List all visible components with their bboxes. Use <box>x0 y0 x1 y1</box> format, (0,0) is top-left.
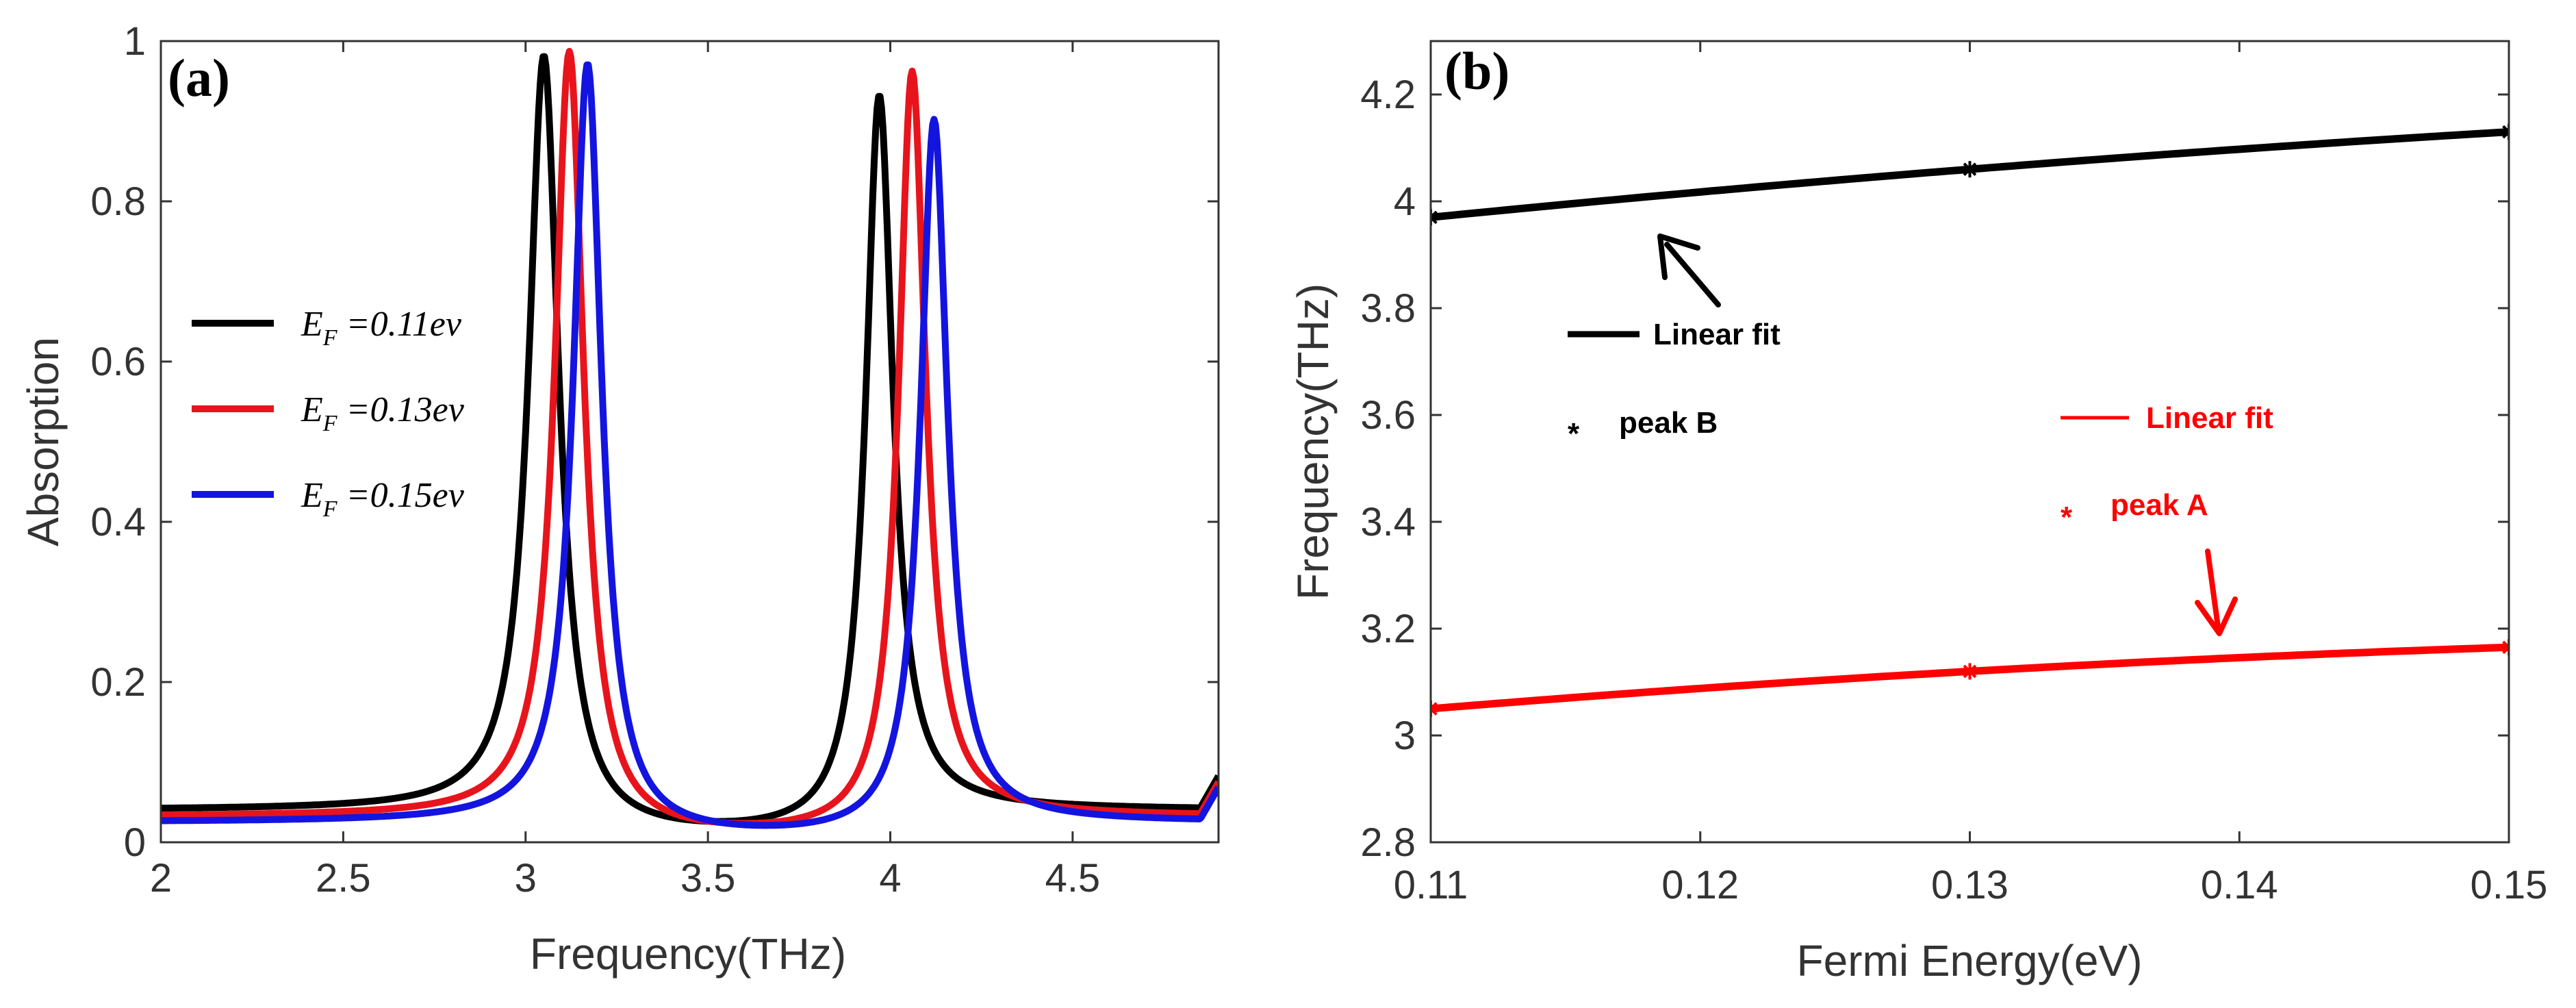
panel-a-legend: EF =0.11ev EF =0.13ev EF =0.15ev <box>192 305 465 522</box>
b-xtick-label-3: 0.14 <box>2201 863 2278 907</box>
b-ytick-label-0: 2.8 <box>1360 820 1416 865</box>
panel-b-lines <box>1431 123 2509 717</box>
a-ytick-label-5: 1 <box>124 19 146 64</box>
b-ytick-label-7: 4.2 <box>1360 73 1416 117</box>
b-xtick-label-1: 0.12 <box>1661 863 1739 907</box>
red-fit-label: Linear fit <box>2146 401 2273 435</box>
b-ytick-label-4: 3.6 <box>1360 393 1416 438</box>
b-series-1-marker-2 <box>2501 639 2509 656</box>
b-ytick-label-2: 3.2 <box>1360 607 1416 651</box>
legend-value-1: =0.13ev <box>337 390 465 429</box>
legend-entry-0: EF =0.11ev <box>192 305 462 351</box>
legend-value-0: =0.11ev <box>337 305 462 344</box>
panel-b-y-axis-label: Frequency(THz) <box>1288 284 1338 600</box>
panel-b-x-ticks: 0.11 0.12 0.13 0.14 0.15 <box>1394 41 2548 907</box>
red-marker-label: peak A <box>2110 488 2208 522</box>
black-fit-label: Linear fit <box>1653 318 1781 351</box>
legend-symbol-2: E <box>301 476 323 515</box>
panel-a-y-axis-label: Absorption <box>18 337 68 546</box>
b-xtick-label-0: 0.11 <box>1394 863 1468 907</box>
panel-a: 2 2.5 3 3.5 4 4.5 0 0.2 0.4 0.6 0.8 1 Frequency(TH… <box>18 19 1220 979</box>
a-ytick-label-0: 0 <box>124 820 146 865</box>
svg-text:EF =0.13ev: EF =0.13ev <box>301 390 465 436</box>
black-marker-symbol: * <box>1568 417 1580 451</box>
panel-a-y-ticks: 0 0.2 0.4 0.6 0.8 1 <box>90 19 1219 865</box>
panel-a-plot-area <box>161 41 1219 842</box>
a-ytick-label-3: 0.6 <box>90 340 146 384</box>
a-ytick-label-4: 0.8 <box>90 179 146 224</box>
b-series-0-marker-0 <box>1431 209 1439 226</box>
legend-symbol-0: E <box>301 305 323 344</box>
b-xtick-label-2: 0.13 <box>1931 863 2008 907</box>
panel-b-x-axis-label: Fermi Energy(eV) <box>1797 936 2143 985</box>
a-xtick-label-0: 2 <box>150 856 172 900</box>
b-series-0-marker-1 <box>1961 161 1978 178</box>
svg-text:EF =0.15ev: EF =0.15ev <box>301 476 465 522</box>
legend-entry-2: EF =0.15ev <box>192 476 465 522</box>
panel-b-label: (b) <box>1444 41 1509 101</box>
b-series-0-marker-2 <box>2501 123 2509 140</box>
legend-entry-1: EF =0.13ev <box>192 390 465 436</box>
a-xtick-label-5: 4.5 <box>1045 856 1101 900</box>
a-ytick-label-2: 0.4 <box>90 500 146 544</box>
legend-subscript-0: F <box>322 325 338 351</box>
b-ytick-label-1: 3 <box>1394 714 1416 758</box>
panel-a-axes-box <box>160 40 1220 844</box>
panel-a-x-axis-label: Frequency(THz) <box>530 929 846 979</box>
b-series-1-marker-0 <box>1431 701 1439 717</box>
panel-b: 0.11 0.12 0.13 0.14 0.15 2.8 3 3.2 3.4 3.6 3.8 4 4.… <box>1288 40 2548 985</box>
a-xtick-label-4: 4 <box>879 856 901 900</box>
b-ytick-label-6: 4 <box>1394 179 1416 224</box>
b-xtick-label-4: 0.15 <box>2471 863 2548 907</box>
b-series-1-marker-1 <box>1961 663 1978 680</box>
panel-b-annotations: Linear fit * peak B Linear fit * peak A <box>1568 234 2273 636</box>
legend-subscript-2: F <box>322 496 338 522</box>
series-2-curve <box>161 61 1219 829</box>
panel-a-x-ticks: 2 2.5 3 3.5 4 4.5 <box>150 41 1100 900</box>
black-marker-label: peak B <box>1619 406 1718 440</box>
b-ytick-label-5: 3.8 <box>1360 286 1416 331</box>
legend-symbol-1: E <box>301 390 323 429</box>
b-ytick-label-3: 3.4 <box>1360 500 1416 544</box>
legend-subscript-1: F <box>322 411 338 436</box>
panel-b-y-ticks: 2.8 3 3.2 3.4 3.6 3.8 4 4.2 <box>1360 73 2509 865</box>
a-xtick-label-1: 2.5 <box>316 856 371 900</box>
a-ytick-label-1: 0.2 <box>90 660 146 705</box>
a-xtick-label-3: 3.5 <box>680 856 736 900</box>
svg-text:EF =0.11ev: EF =0.11ev <box>301 305 462 351</box>
black-arrow-icon <box>1657 234 1721 307</box>
panel-a-curves <box>161 48 1219 829</box>
legend-value-2: =0.15ev <box>337 476 465 515</box>
a-xtick-label-2: 3 <box>515 856 537 900</box>
red-arrow-icon <box>2195 549 2238 636</box>
red-marker-symbol: * <box>2061 501 2073 534</box>
panel-a-label: (a) <box>168 48 230 108</box>
